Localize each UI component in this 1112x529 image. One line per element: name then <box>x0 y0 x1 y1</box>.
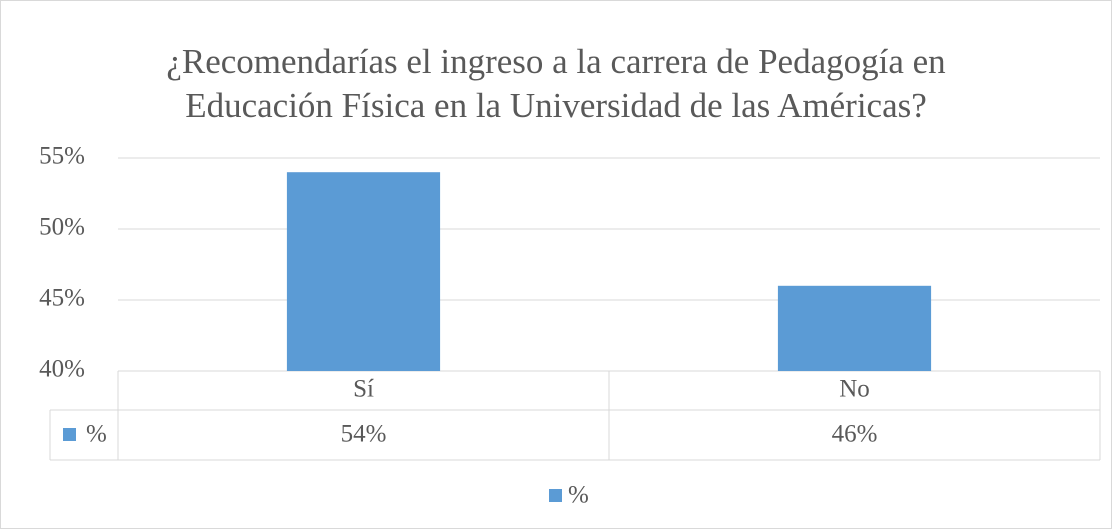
bar <box>286 172 441 371</box>
table-legend-key <box>63 428 76 441</box>
bar <box>777 285 932 371</box>
table-value: 46% <box>832 421 878 448</box>
table-value: 54% <box>341 421 387 448</box>
chart-title: ¿Recomendarías el ingreso a la carrera d… <box>166 42 946 125</box>
table-series-name: % <box>86 421 107 448</box>
legend-key <box>549 489 562 502</box>
y-tick-label: 40% <box>39 356 85 383</box>
y-tick-label: 55% <box>39 143 85 170</box>
x-tick-label: Sí <box>353 376 374 403</box>
legend-label: % <box>568 482 589 509</box>
x-tick-label: No <box>839 376 870 403</box>
y-tick-label: 50% <box>39 214 85 241</box>
y-tick-label: 45% <box>39 285 85 312</box>
